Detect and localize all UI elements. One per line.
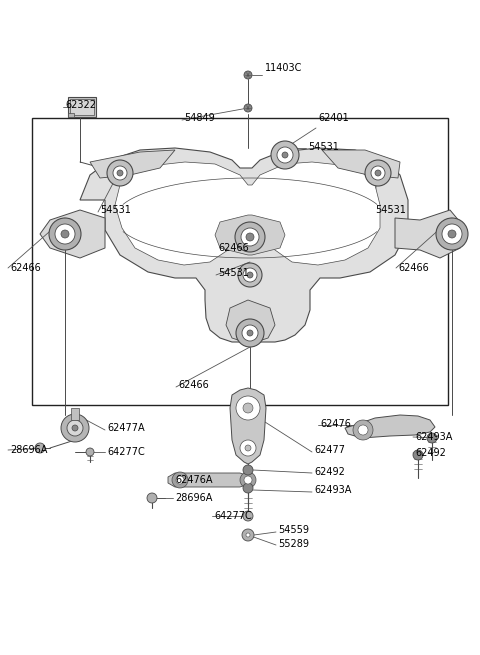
Polygon shape — [230, 388, 266, 464]
Polygon shape — [168, 473, 252, 487]
Text: 54531: 54531 — [308, 142, 339, 152]
Circle shape — [147, 493, 157, 503]
Text: 62401: 62401 — [318, 113, 349, 123]
Circle shape — [113, 166, 127, 180]
Circle shape — [86, 448, 94, 456]
Circle shape — [247, 272, 253, 278]
Text: 54531: 54531 — [375, 205, 406, 215]
Circle shape — [245, 445, 251, 451]
Text: 62492: 62492 — [314, 467, 345, 477]
Circle shape — [271, 141, 299, 169]
Text: 62476: 62476 — [320, 419, 351, 429]
Circle shape — [413, 450, 423, 460]
Text: 62477A: 62477A — [107, 423, 144, 433]
Circle shape — [243, 465, 253, 475]
Text: 62466: 62466 — [178, 380, 209, 390]
Circle shape — [49, 218, 81, 250]
Text: 54531: 54531 — [100, 205, 131, 215]
Text: 62466: 62466 — [218, 243, 249, 253]
Circle shape — [172, 472, 188, 488]
Polygon shape — [322, 150, 400, 178]
Circle shape — [436, 218, 468, 250]
Circle shape — [35, 443, 45, 453]
Circle shape — [277, 147, 293, 163]
Circle shape — [243, 511, 253, 521]
Circle shape — [371, 166, 385, 180]
Text: 55289: 55289 — [278, 539, 309, 549]
Polygon shape — [90, 150, 175, 178]
Circle shape — [365, 160, 391, 186]
Text: 54849: 54849 — [184, 113, 215, 123]
Circle shape — [107, 160, 133, 186]
Bar — [70, 99, 94, 115]
Circle shape — [238, 263, 262, 287]
Circle shape — [243, 268, 257, 282]
Circle shape — [242, 325, 258, 341]
Text: 62477: 62477 — [314, 445, 345, 455]
Polygon shape — [345, 415, 435, 438]
Circle shape — [282, 152, 288, 158]
Circle shape — [442, 224, 462, 244]
Circle shape — [61, 414, 89, 442]
Circle shape — [246, 233, 254, 241]
Text: 28696A: 28696A — [175, 493, 212, 503]
Circle shape — [244, 476, 252, 484]
Polygon shape — [226, 300, 275, 344]
Text: 54531: 54531 — [218, 268, 249, 278]
Circle shape — [55, 224, 75, 244]
Circle shape — [176, 476, 184, 484]
Polygon shape — [80, 148, 408, 342]
Circle shape — [448, 230, 456, 238]
Polygon shape — [395, 210, 460, 258]
Circle shape — [235, 222, 265, 252]
Bar — [71, 408, 79, 420]
Circle shape — [244, 71, 252, 79]
Text: 64277C: 64277C — [214, 511, 252, 521]
Text: 54559: 54559 — [278, 525, 309, 535]
Circle shape — [353, 420, 373, 440]
Circle shape — [67, 420, 83, 436]
Text: 62493A: 62493A — [415, 432, 452, 442]
Circle shape — [244, 104, 252, 112]
Circle shape — [375, 170, 381, 176]
Circle shape — [427, 433, 437, 443]
Text: 62493A: 62493A — [314, 485, 351, 495]
Text: 28696A: 28696A — [10, 445, 48, 455]
Circle shape — [358, 425, 368, 435]
Text: 64277C: 64277C — [107, 447, 145, 457]
Circle shape — [246, 533, 250, 537]
Polygon shape — [215, 215, 285, 255]
Circle shape — [72, 425, 78, 431]
Bar — [32, 118, 448, 405]
Circle shape — [236, 319, 264, 347]
Circle shape — [117, 170, 123, 176]
Circle shape — [241, 228, 259, 246]
Bar — [68, 97, 96, 117]
Text: 62466: 62466 — [398, 263, 429, 273]
Circle shape — [247, 330, 253, 336]
Text: 62476A: 62476A — [175, 475, 213, 485]
Circle shape — [240, 472, 256, 488]
Bar — [68, 113, 74, 117]
Text: 62322: 62322 — [65, 100, 96, 110]
Text: 62492: 62492 — [415, 448, 446, 458]
Polygon shape — [115, 162, 380, 265]
Circle shape — [236, 396, 260, 420]
Circle shape — [243, 403, 253, 413]
Text: 11403C: 11403C — [265, 63, 302, 73]
Circle shape — [243, 483, 253, 493]
Circle shape — [242, 529, 254, 541]
Circle shape — [61, 230, 69, 238]
Circle shape — [240, 440, 256, 456]
Polygon shape — [40, 210, 105, 258]
Text: 62466: 62466 — [10, 263, 41, 273]
